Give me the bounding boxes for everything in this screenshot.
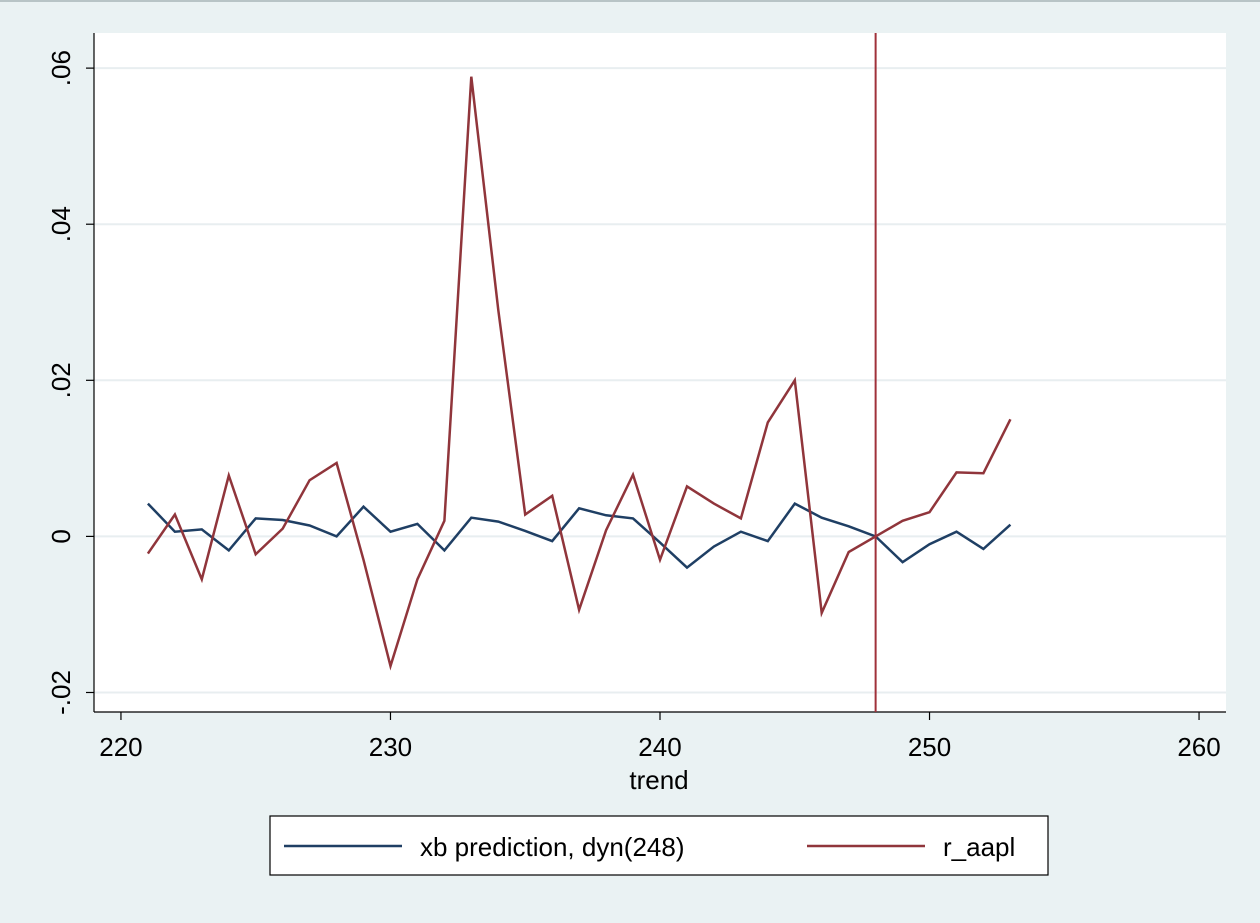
legend: xb prediction, dyn(248) r_aapl [269,815,1049,876]
window-top-border [0,0,1260,2]
series-line-r-aapl [146,76,1012,671]
x-tick-label-4: 260 [1177,732,1220,762]
grid-lines [94,67,1226,694]
x-tick-label-1: 230 [369,732,412,762]
y-tick-label-0: -.02 [46,670,76,715]
y-tick-label-4: .06 [46,50,76,86]
x-tick-label-0: 220 [99,732,142,762]
axis-ticks: -.02 0 .02 .04 .06 220 230 240 250 260 [46,50,1221,762]
x-tick-label-3: 250 [908,732,951,762]
y-tick-label-2: .02 [46,362,76,398]
y-tick-label-1: 0 [46,529,76,543]
x-tick-label-2: 240 [638,732,681,762]
x-axis-title: trend [629,765,688,795]
series-line-xb-prediction-dyn-248 [146,501,1012,570]
series-lines [146,76,1012,671]
legend-label-xb-prediction: xb prediction, dyn(248) [420,832,684,862]
y-tick-label-3: .04 [46,206,76,242]
plot-area [94,33,1226,712]
legend-label-r-aapl: r_aapl [943,832,1015,862]
